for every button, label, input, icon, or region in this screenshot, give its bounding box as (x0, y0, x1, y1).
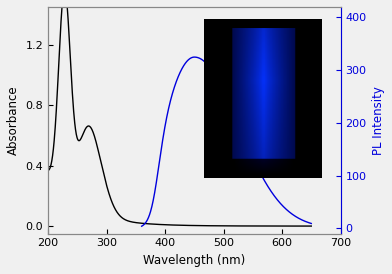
Y-axis label: PL Intensity: PL Intensity (372, 86, 385, 155)
Y-axis label: Absorbance: Absorbance (7, 85, 20, 155)
X-axis label: Wavelength (nm): Wavelength (nm) (143, 254, 245, 267)
